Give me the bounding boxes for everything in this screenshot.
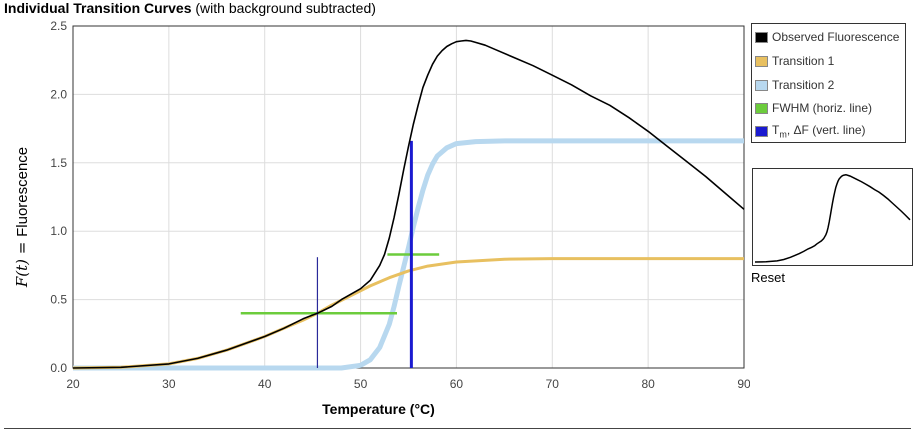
x-tick-label: 90: [737, 377, 750, 391]
chart-title-rest: (with background subtracted): [195, 0, 376, 16]
x-tick-label: 40: [258, 377, 272, 391]
y-tick-label: 2.0: [50, 87, 67, 101]
legend-item-tm[interactable]: Tm, ΔF (vert. line): [755, 122, 866, 140]
legend: Observed Fluorescence Transition 1 Trans…: [751, 23, 906, 143]
legend-item-observed[interactable]: Observed Fluorescence: [755, 28, 899, 46]
legend-item-fwhm[interactable]: FWHM (horiz. line): [755, 99, 872, 117]
y-tick-label: 1.0: [50, 224, 67, 238]
legend-label-transition-1: Transition 1: [772, 54, 835, 68]
y-tick-label: 2.5: [50, 19, 67, 33]
overview-observed-line: [754, 174, 911, 263]
x-tick-label: 60: [450, 377, 464, 391]
legend-item-transition-1[interactable]: Transition 1: [755, 52, 834, 70]
divider: [4, 428, 911, 429]
x-tick-label: 50: [354, 377, 368, 391]
main-chart[interactable]: 20 30 40 50 60 70 80 90 0.0 0.5 1.0 1.5 2.0 2.5 Temper…: [0, 0, 750, 425]
y-tick-label: 1.5: [50, 156, 67, 170]
legend-swatch-transition-2: [755, 79, 768, 91]
plot-frame: [72, 25, 745, 369]
legend-label-fwhm: FWHM (horiz. line): [772, 101, 873, 115]
legend-label-transition-2: Transition 2: [772, 78, 835, 92]
plot-area: [73, 26, 744, 368]
overview-chart[interactable]: [753, 169, 912, 265]
legend-swatch-fwhm: [755, 102, 768, 114]
transition-2-line: [73, 138, 744, 371]
chart-title: Individual Transition Curves (with backg…: [4, 0, 376, 16]
legend-swatch-tm: [755, 125, 768, 137]
y-tick-label: 0.5: [50, 293, 67, 307]
x-tick-label: 30: [162, 377, 176, 391]
legend-item-transition-2[interactable]: Transition 2: [755, 76, 834, 94]
legend-swatch-observed: [755, 31, 768, 43]
chart-title-bold: Individual Transition Curves: [4, 0, 192, 16]
y-tick-label: 0.0: [50, 361, 67, 375]
x-tick-label: 20: [66, 377, 80, 391]
legend-label-observed: Observed Fluorescence: [772, 30, 900, 44]
legend-label-tm: Tm, ΔF (vert. line): [772, 122, 866, 140]
legend-swatch-transition-1: [755, 55, 768, 67]
x-axis-label: Temperature (°C): [322, 401, 435, 417]
y-axis-label: F(t) = Fluorescence: [13, 147, 31, 288]
x-tick-label: 80: [641, 377, 655, 391]
x-tick-label: 70: [546, 377, 560, 391]
reset-zoom-link[interactable]: Reset: [751, 270, 785, 285]
overview-navigator[interactable]: [752, 168, 913, 266]
observed-fluorescence-line: [72, 39, 745, 369]
